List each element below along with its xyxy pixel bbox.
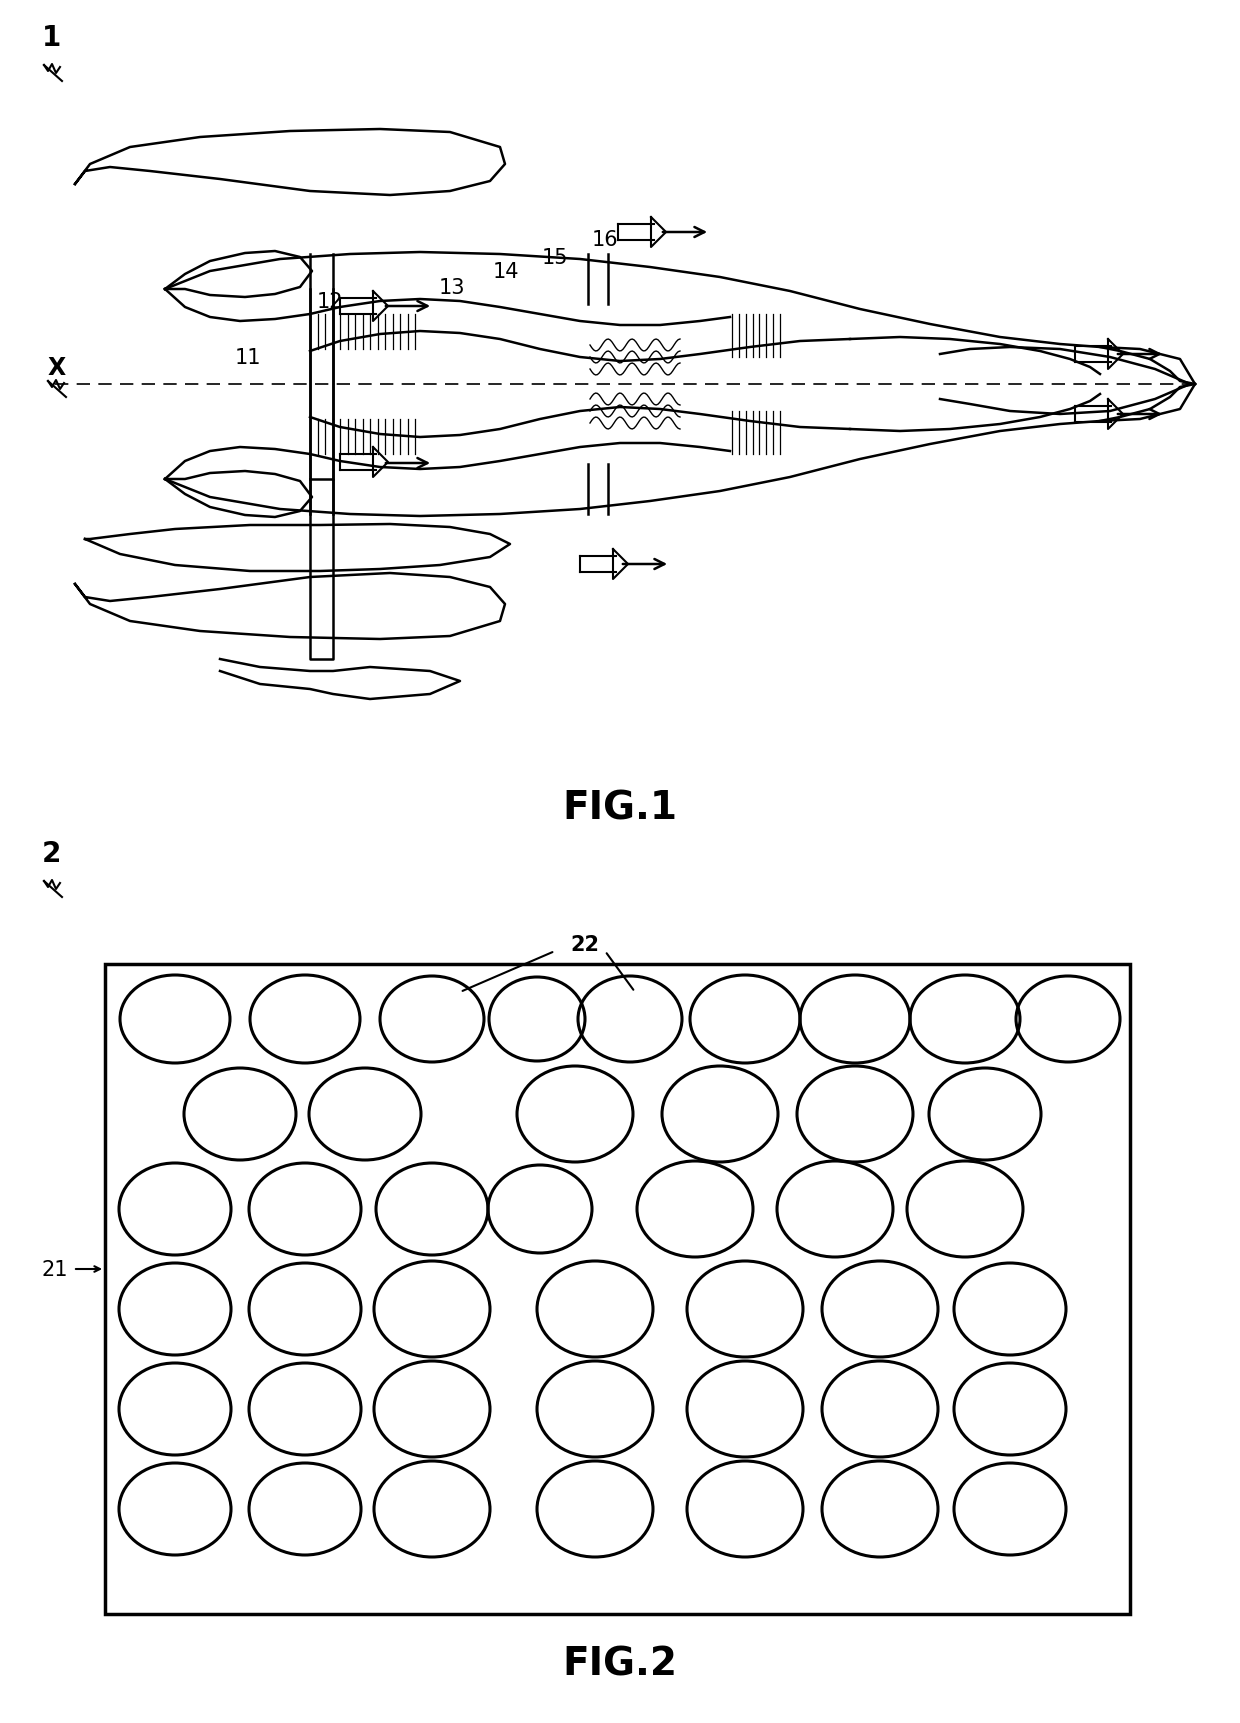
Text: 12: 12: [316, 291, 343, 312]
Text: X: X: [48, 355, 66, 379]
Text: 2: 2: [42, 839, 61, 867]
Text: FIG.2: FIG.2: [563, 1645, 677, 1683]
Text: 21: 21: [42, 1260, 68, 1278]
Text: 13: 13: [439, 277, 465, 298]
Bar: [105, 965, 1130, 1614]
Text: 22: 22: [570, 934, 599, 955]
Text: 15: 15: [542, 248, 568, 267]
Text: 1: 1: [42, 24, 61, 52]
Text: 16: 16: [591, 229, 619, 250]
Text: 11: 11: [234, 348, 262, 367]
Text: FIG.1: FIG.1: [563, 789, 677, 827]
Text: 14: 14: [492, 262, 520, 283]
